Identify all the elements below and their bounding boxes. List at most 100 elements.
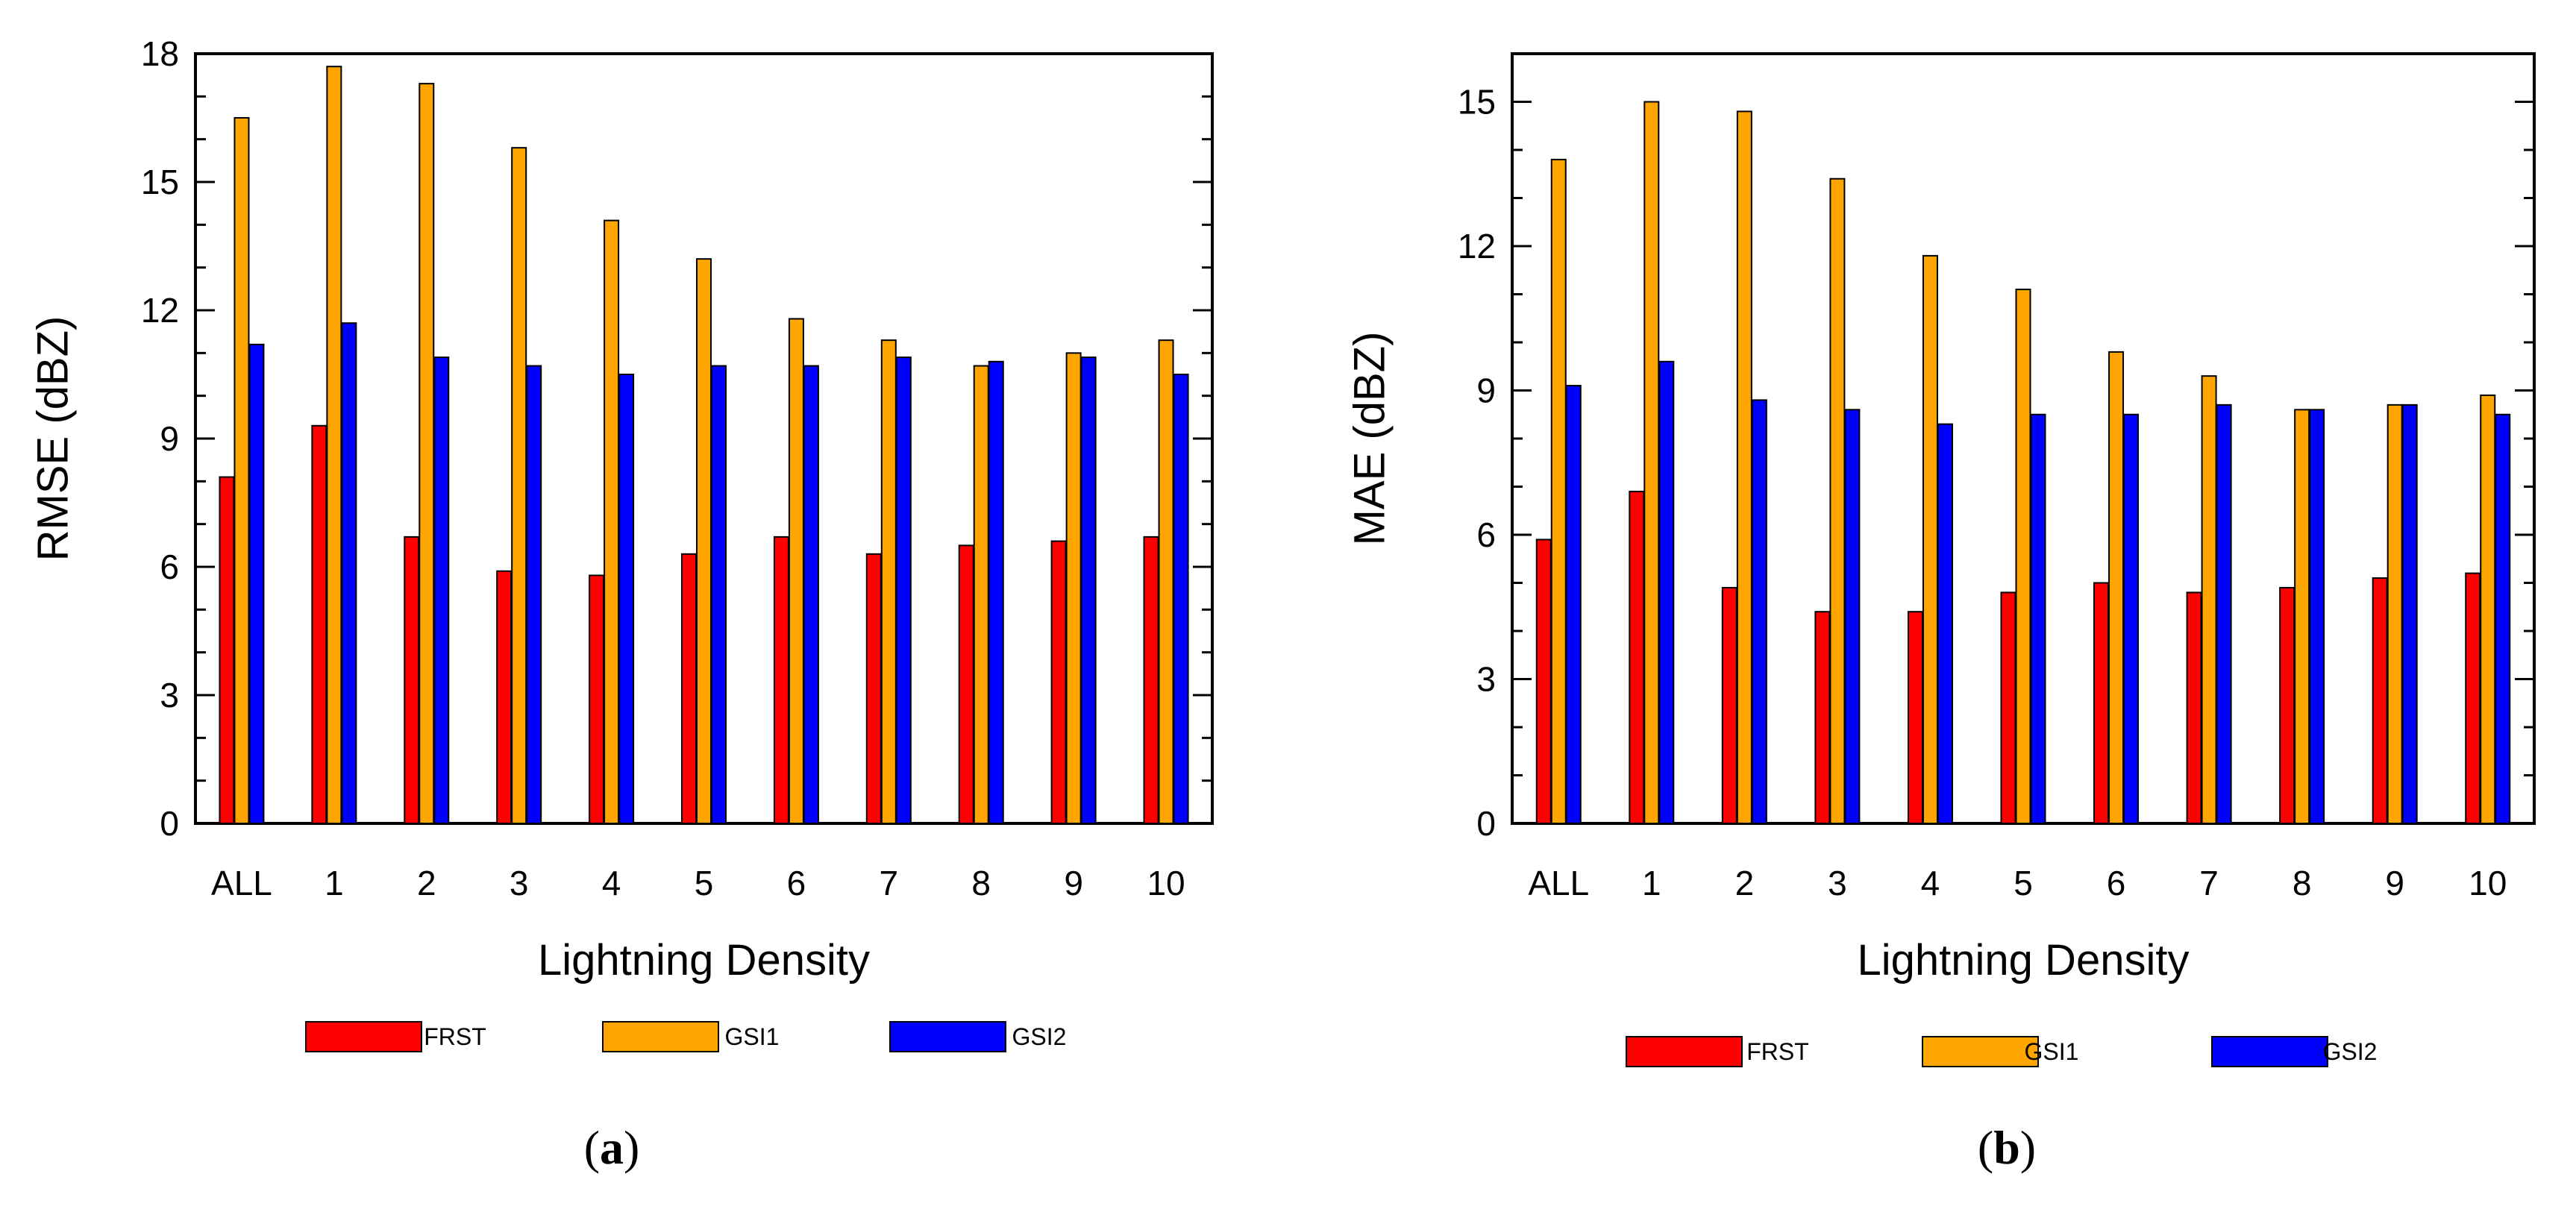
- x-tick-label: 10: [1147, 864, 1185, 902]
- bar-gsi2-7: [895, 357, 912, 825]
- legend-label-gsi2: GSI2: [2323, 1038, 2378, 1065]
- bar-gsi2-8: [2309, 409, 2325, 824]
- bar-frst-2: [404, 536, 420, 824]
- bar-gsi1-10: [1158, 339, 1174, 824]
- y-tick-label: 18: [141, 34, 179, 73]
- legend-swatch-gsi2: [889, 1021, 1006, 1052]
- legend: FRST GSI1 GSI2: [305, 1021, 1067, 1052]
- legend-label-frst: FRST: [424, 1023, 486, 1050]
- bar-gsi1-8: [2294, 409, 2310, 824]
- legend-label-gsi1: GSI1: [2025, 1038, 2079, 1065]
- x-tick-label: 5: [2014, 864, 2033, 902]
- x-tick-label: 6: [2107, 864, 2126, 902]
- bar-gsi2-3: [526, 365, 542, 824]
- bar-gsi1-3: [511, 147, 527, 824]
- bar-gsi1-all: [234, 117, 250, 824]
- x-tick-label: 8: [971, 864, 991, 902]
- y-tick-label: 15: [141, 163, 179, 201]
- panel-caption: (b): [1978, 1121, 2036, 1174]
- legend-label-gsi2: GSI2: [1012, 1023, 1067, 1050]
- x-tick-label: 10: [2469, 864, 2507, 902]
- x-tick-label: 5: [695, 864, 714, 902]
- x-tick-label: 9: [1064, 864, 1083, 902]
- legend-swatch-gsi1: [602, 1021, 719, 1052]
- legend-label-frst: FRST: [1746, 1038, 1809, 1065]
- y-tick-label: 9: [1476, 371, 1496, 410]
- bar-frst-7: [2186, 591, 2202, 825]
- y-tick-label: 12: [1458, 227, 1496, 266]
- x-axis-title: Lightning Density: [538, 936, 870, 985]
- bar-gsi2-2: [433, 357, 450, 825]
- bar-frst-10: [2465, 572, 2481, 824]
- x-tick-label: 7: [2199, 864, 2219, 902]
- bar-frst-6: [2093, 582, 2110, 824]
- y-tick-label: 0: [160, 804, 179, 843]
- bar-gsi1-10: [2480, 394, 2496, 824]
- bar-frst-5: [681, 553, 697, 824]
- x-tick-label: 2: [1735, 864, 1755, 902]
- x-tick-label: 4: [602, 864, 621, 902]
- bar-gsi1-6: [2108, 351, 2125, 824]
- bar-frst-6: [773, 536, 789, 824]
- bar-gsi2-8: [988, 360, 1004, 824]
- caption-open-paren: (: [584, 1121, 600, 1174]
- bar-gsi1-7: [2201, 375, 2217, 824]
- x-axis-title: Lightning Density: [1858, 936, 2190, 985]
- bar-gsi1-1: [326, 66, 342, 824]
- bar-frst-3: [1814, 611, 1831, 824]
- x-tick-label: ALL: [211, 864, 272, 902]
- x-tick-label: 2: [417, 864, 436, 902]
- y-tick-label: 9: [160, 419, 179, 458]
- bar-frst-8: [2279, 586, 2295, 824]
- x-tick-label: 8: [2293, 864, 2312, 902]
- bar-frst-5: [2000, 591, 2016, 825]
- x-tick-label: 3: [1828, 864, 1847, 902]
- x-tick-label: ALL: [1528, 864, 1589, 902]
- bar-frst-7: [865, 553, 882, 824]
- bar-gsi2-5: [711, 365, 727, 824]
- x-tick-label: 4: [1921, 864, 1940, 902]
- legend-swatch-frst: [305, 1021, 422, 1052]
- bar-frst-2: [1721, 586, 1737, 824]
- caption-letter: a: [600, 1121, 624, 1174]
- bar-gsi2-6: [803, 365, 819, 824]
- x-tick-label: 1: [1642, 864, 1661, 902]
- bar-frst-3: [496, 570, 513, 824]
- caption-close-paren: ): [2020, 1121, 2036, 1174]
- y-tick-label: 3: [160, 676, 179, 715]
- bar-gsi1-4: [1922, 254, 1938, 824]
- y-tick-label: 15: [1458, 83, 1496, 122]
- legend-swatch-gsi2: [2211, 1036, 2328, 1067]
- bar-frst-1: [1629, 490, 1645, 824]
- bar-gsi1-1: [1643, 101, 1660, 824]
- bar-frst-all: [1535, 538, 1552, 824]
- bar-gsi2-9: [2401, 403, 2418, 824]
- bar-frst-10: [1143, 536, 1159, 824]
- bar-gsi2-10: [1173, 374, 1189, 824]
- bar-frst-9: [1050, 540, 1067, 824]
- y-axis-title: RMSE (dBZ): [28, 316, 77, 562]
- y-tick-label: 3: [1476, 660, 1496, 699]
- bar-gsi2-6: [2123, 413, 2140, 824]
- bar-gsi1-8: [973, 365, 989, 824]
- bar-gsi1-all: [1550, 158, 1567, 824]
- x-tick-label: 9: [2385, 864, 2404, 902]
- y-tick-label: 12: [141, 291, 179, 330]
- bar-gsi1-2: [419, 83, 435, 824]
- y-tick-label: 0: [1476, 804, 1496, 843]
- bar-gsi2-3: [1844, 409, 1861, 824]
- caption-letter: b: [1993, 1121, 2020, 1174]
- y-tick-label: 6: [160, 547, 179, 586]
- x-tick-label: 3: [510, 864, 529, 902]
- bar-frst-all: [219, 476, 235, 824]
- bar-frst-4: [589, 574, 605, 824]
- bar-gsi2-5: [2030, 413, 2046, 824]
- x-tick-label: 7: [880, 864, 899, 902]
- caption-open-paren: (: [1978, 1121, 1993, 1174]
- bar-gsi1-9: [2387, 403, 2403, 824]
- x-tick-label: 1: [325, 864, 344, 902]
- y-tick-label: 6: [1476, 515, 1496, 554]
